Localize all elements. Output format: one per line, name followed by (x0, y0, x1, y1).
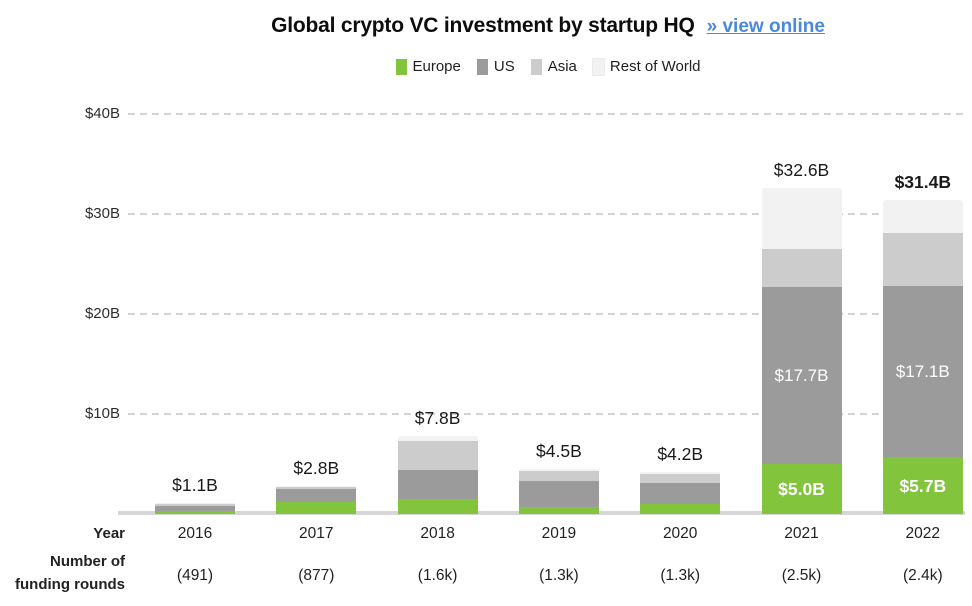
bar-segment-asia-2019 (518, 471, 599, 481)
bar-segment-rest-of-world-2016 (155, 503, 235, 504)
grid-line-10b (128, 413, 965, 415)
bar-total-label-2021: $32.6B (773, 160, 830, 180)
y-tick-30b: $30B (84, 205, 120, 222)
legend-swatch-us (476, 58, 488, 75)
legend-swatch-asia (530, 58, 542, 75)
bar-segment-asia-2016 (155, 504, 235, 506)
bar-total-label-2022: $31.4B (894, 172, 952, 192)
bar-segment-asia-2018 (397, 441, 478, 470)
bar-segment-asia-2021 (761, 249, 842, 287)
bar-segment-europe-2021 (761, 464, 842, 514)
bar-segment-asia-2022 (882, 233, 963, 286)
legend-label-us: US (493, 58, 515, 75)
legend-swatch-europe (395, 58, 407, 75)
bar-segment-us-2018 (397, 470, 478, 499)
x-label-2019: 2019 (541, 525, 577, 542)
bar-segment-europe-2017 (276, 502, 357, 514)
bar-inside-label-us-2021: $17.7B (774, 365, 829, 385)
bar-segment-us-2017 (276, 489, 357, 502)
rounds-label-2021: (2.5k) (781, 567, 822, 584)
bar-segment-rest-of-world-2019 (518, 469, 599, 471)
legend-label-asia: Asia (547, 58, 577, 75)
bar-segment-rest-of-world-2018 (397, 436, 478, 441)
bar-total-label-2020: $4.2B (657, 444, 704, 464)
bar-segment-rest-of-world-2020 (640, 472, 721, 474)
legend-item-europe: Europe (395, 58, 461, 75)
legend-label-europe: Europe (412, 58, 461, 75)
bar-segment-europe-2016 (155, 511, 235, 514)
grid-line-30b (128, 213, 965, 215)
bar-segment-rest-of-world-2021 (761, 188, 842, 249)
bar-segment-rest-of-world-2017 (276, 486, 357, 487)
bar-total-label-2017: $2.8B (293, 458, 340, 478)
bar-segment-us-2020 (640, 483, 721, 504)
view-online-link[interactable]: » view online (706, 16, 825, 37)
legend-item-us: US (476, 58, 515, 75)
legend-item-asia: Asia (530, 58, 577, 75)
x-label-2018: 2018 (420, 525, 455, 542)
bar-segment-asia-2020 (640, 474, 721, 483)
x-label-2021: 2021 (784, 525, 819, 542)
rounds-label-2020: (1.3k) (660, 567, 700, 584)
bar-segment-asia-2017 (276, 487, 357, 489)
bar-segment-us-2019 (518, 481, 599, 507)
legend-label-rest-of-world: Rest of World (609, 58, 701, 75)
bar-segment-rest-of-world-2022 (882, 200, 963, 233)
bar-inside-label-europe-2021: $5.0B (778, 479, 825, 499)
grid-line-20b (128, 313, 965, 315)
rounds-label-2018: (1.6k) (417, 567, 458, 584)
rounds-label-2017: (877) (298, 567, 335, 584)
legend-swatch-rest-of-world (591, 57, 605, 76)
bar-segment-us-2016 (155, 506, 235, 511)
funding-rounds-row-header: Number of funding rounds (15, 553, 125, 593)
bar-total-label-2019: $4.5B (536, 441, 582, 461)
x-label-2020: 2020 (662, 525, 698, 542)
bar-inside-label-us-2022: $17.1B (895, 361, 950, 381)
bar-inside-label-europe-2022: $5.7B (899, 475, 947, 496)
legend: Europe US Asia Rest of World (128, 57, 968, 76)
x-label-2022: 2022 (905, 525, 941, 542)
bar-total-label-2018: $7.8B (414, 408, 461, 428)
x-label-2017: 2017 (299, 525, 334, 542)
y-tick-10b: $10B (84, 405, 120, 422)
bar-segment-us-2022 (882, 286, 963, 457)
rounds-label-2019: (1.3k) (539, 567, 579, 584)
page-title: Global crypto VC investment by startup H… (271, 14, 695, 37)
bar-segment-europe-2020 (640, 504, 721, 514)
year-row-header: Year (93, 525, 125, 542)
chart-header: Global crypto VC investment by startup H… (128, 14, 968, 38)
y-tick-40b: $40B (84, 105, 120, 122)
bar-segment-europe-2019 (518, 507, 599, 514)
bar-total-label-2016: $1.1B (172, 475, 218, 495)
x-label-2016: 2016 (177, 525, 213, 542)
bar-segment-us-2021 (761, 287, 842, 464)
grid-line-40b (128, 113, 965, 115)
rounds-label-2022: (2.4k) (902, 567, 943, 584)
rounds-label-2016: (491) (176, 567, 214, 584)
bar-segment-europe-2018 (397, 499, 478, 514)
y-tick-20b: $20B (84, 305, 120, 322)
bar-segment-europe-2022 (882, 457, 963, 514)
legend-item-rest-of-world: Rest of World (591, 57, 701, 76)
